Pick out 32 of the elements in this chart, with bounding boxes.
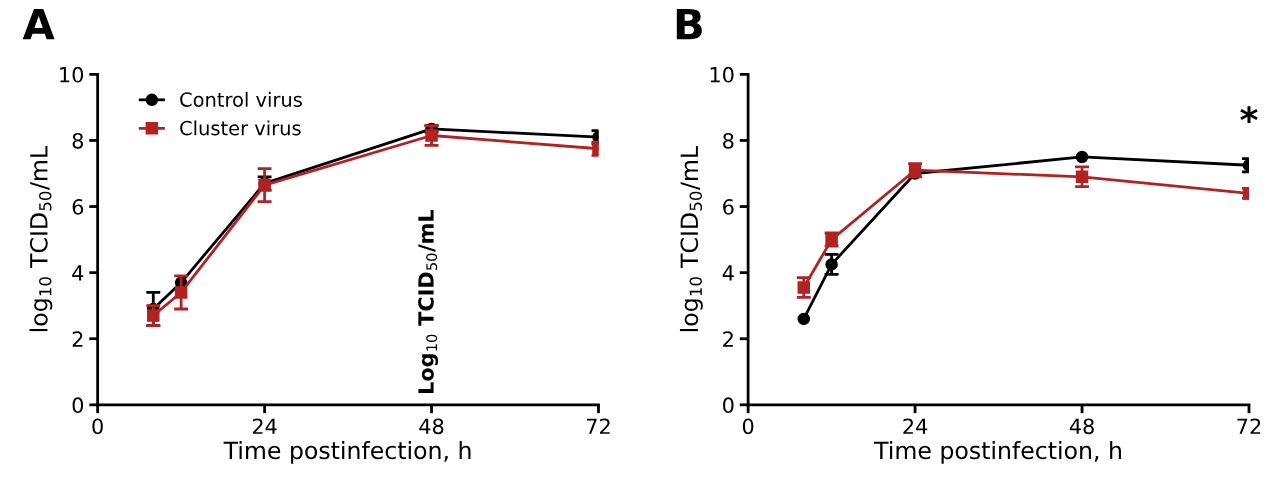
point — [1075, 150, 1089, 164]
y-tick-label: 6 — [72, 199, 84, 215]
y-tick-label: 0 — [723, 397, 734, 414]
chart-title: A — [22, 8, 55, 40]
y-tick-label: 8 — [723, 132, 734, 149]
x-tick-label: 0 — [92, 418, 103, 435]
legend-label: Cluster virus — [180, 120, 301, 136]
y-tick-label: 6 — [723, 199, 734, 215]
y-tick-label: 2 — [72, 331, 83, 347]
annotation: * — [1240, 106, 1258, 123]
y-tick-label: 4 — [722, 265, 734, 281]
y-tick-label: 4 — [72, 265, 84, 281]
legend-label: Control virus — [180, 91, 302, 107]
y-tick-label: 10 — [60, 66, 84, 83]
x-tick-label: 24 — [903, 418, 928, 434]
y-tick-label: 10 — [710, 66, 734, 83]
y-tick-label: 2 — [723, 331, 733, 347]
annotation: Log$_{10}$ TCID$_{50}$/mL — [418, 209, 439, 394]
x-tick-label: 24 — [252, 418, 277, 434]
x-axis-title: Time postinfection, h — [874, 440, 1121, 464]
x-tick-label: 0 — [742, 418, 754, 435]
y-axis-title: log$_{10}$ TCID$_{50}$/mL — [29, 146, 53, 332]
x-tick-label: 48 — [419, 418, 444, 435]
x-tick-label: 72 — [1237, 418, 1261, 434]
x-axis-title: Time postinfection, h — [223, 440, 471, 464]
x-tick-label: 48 — [1069, 418, 1094, 435]
x-tick-label: 72 — [586, 418, 610, 434]
y-tick-label: 8 — [72, 132, 84, 149]
point — [797, 312, 811, 326]
y-axis-title: log$_{10}$ TCID$_{50}$/mL — [679, 146, 703, 332]
chart-title: B — [676, 8, 702, 40]
y-tick-label: 0 — [72, 397, 84, 414]
